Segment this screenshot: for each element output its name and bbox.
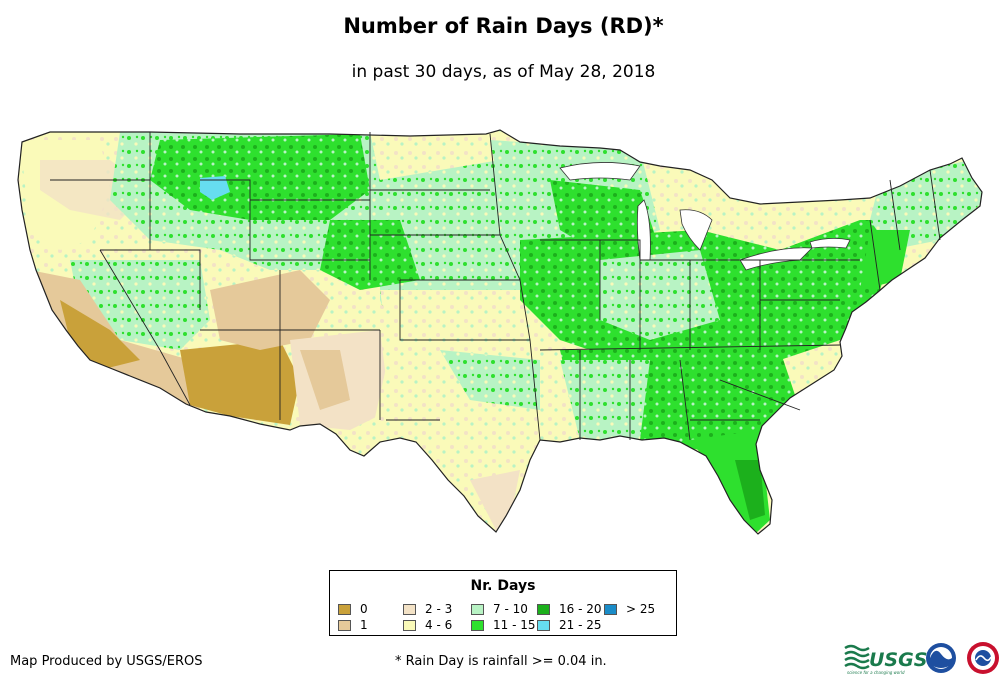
legend-label-6: 16 - 20	[559, 602, 602, 616]
rain-days-map	[17, 129, 983, 535]
legend-label-7: 21 - 25	[559, 618, 602, 632]
legend-swatch-6	[537, 603, 550, 615]
legend-swatch-5	[471, 619, 484, 631]
legend-swatch-0	[338, 603, 351, 615]
legend-item-6: 16 - 20	[537, 602, 602, 616]
noaa-logo-icon	[926, 643, 956, 673]
legend-label-3: 4 - 6	[425, 618, 453, 632]
legend-swatch-3	[403, 619, 416, 631]
legend-item-7: 21 - 25	[537, 618, 602, 632]
legend-label-8: > 25	[626, 602, 656, 616]
map-credit: Map Produced by USGS/EROS	[10, 654, 203, 669]
agency-logos: USGS science for a changing world	[844, 642, 999, 675]
legend-swatch-4	[471, 603, 484, 615]
legend: Nr. Days 0 1 2 - 3 4 - 6 7 - 10 11 - 15 …	[329, 570, 677, 636]
legend-swatch-7	[537, 619, 550, 631]
legend-label-5: 11 - 15	[493, 618, 536, 632]
legend-item-0: 0	[338, 602, 368, 616]
legend-label-2: 2 - 3	[425, 602, 453, 616]
legend-item-4: 7 - 10	[471, 602, 528, 616]
legend-title: Nr. Days	[470, 578, 536, 594]
legend-item-2: 2 - 3	[403, 602, 452, 616]
legend-item-3: 4 - 6	[403, 618, 452, 632]
legend-label-0: 0	[360, 602, 368, 616]
legend-swatch-8	[604, 603, 617, 615]
legend-label-4: 7 - 10	[493, 602, 528, 616]
usgs-logo-text: USGS	[869, 649, 927, 671]
legend-label-1: 1	[360, 618, 368, 632]
usgs-tagline: science for a changing world	[847, 670, 905, 675]
nws-logo-icon	[967, 642, 999, 674]
page-title: Number of Rain Days (RD)*	[343, 14, 664, 38]
legend-swatch-1	[338, 619, 351, 631]
rain-day-footnote: * Rain Day is rainfall >= 0.04 in.	[395, 654, 607, 669]
usgs-logo-icon: USGS science for a changing world	[844, 644, 927, 675]
legend-item-5: 11 - 15	[471, 618, 536, 632]
legend-item-8: > 25	[604, 602, 655, 616]
legend-swatch-2	[403, 603, 416, 615]
legend-item-1: 1	[338, 618, 368, 632]
page-subtitle: in past 30 days, as of May 28, 2018	[351, 62, 656, 82]
